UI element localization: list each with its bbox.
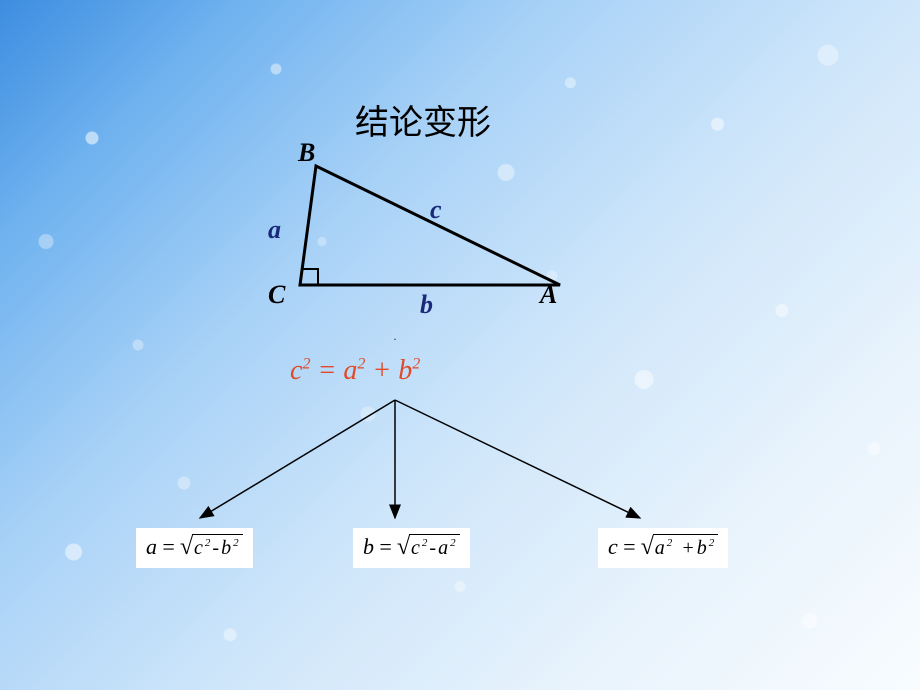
formula-c-lhs: c	[608, 534, 618, 560]
derivation-arrows	[0, 0, 920, 690]
formula-b: b = √ c2-a2	[353, 528, 470, 568]
formula-a: a = √ c2-b2	[136, 528, 253, 568]
formula-c-sqrt: √ a2 +b2	[641, 534, 719, 560]
formula-c-t1: a	[655, 537, 665, 560]
formula-b-t2: a	[438, 537, 448, 560]
formula-c-eq: =	[622, 534, 637, 560]
formula-a-eq: =	[161, 534, 176, 560]
formula-a-sqrt: √ c2-b2	[180, 534, 243, 560]
formula-c-op: +	[681, 537, 695, 560]
formula-a-t1: c	[194, 537, 203, 560]
formula-a-lhs: a	[146, 534, 157, 560]
formula-b-sqrt: √ c2-a2	[397, 534, 460, 560]
formula-c: c = √ a2 +b2	[598, 528, 728, 568]
formula-c-t2: b	[697, 537, 707, 560]
formula-b-eq: =	[378, 534, 393, 560]
formula-b-t1: c	[411, 537, 420, 560]
formula-b-op: -	[429, 537, 436, 560]
formula-a-radicand: c2-b2	[192, 534, 243, 560]
formula-a-op: -	[212, 537, 219, 560]
formula-a-t2: b	[221, 537, 231, 560]
formula-c-radicand: a2 +b2	[653, 534, 719, 560]
formula-b-lhs: b	[363, 534, 374, 560]
formula-b-radicand: c2-a2	[409, 534, 460, 560]
